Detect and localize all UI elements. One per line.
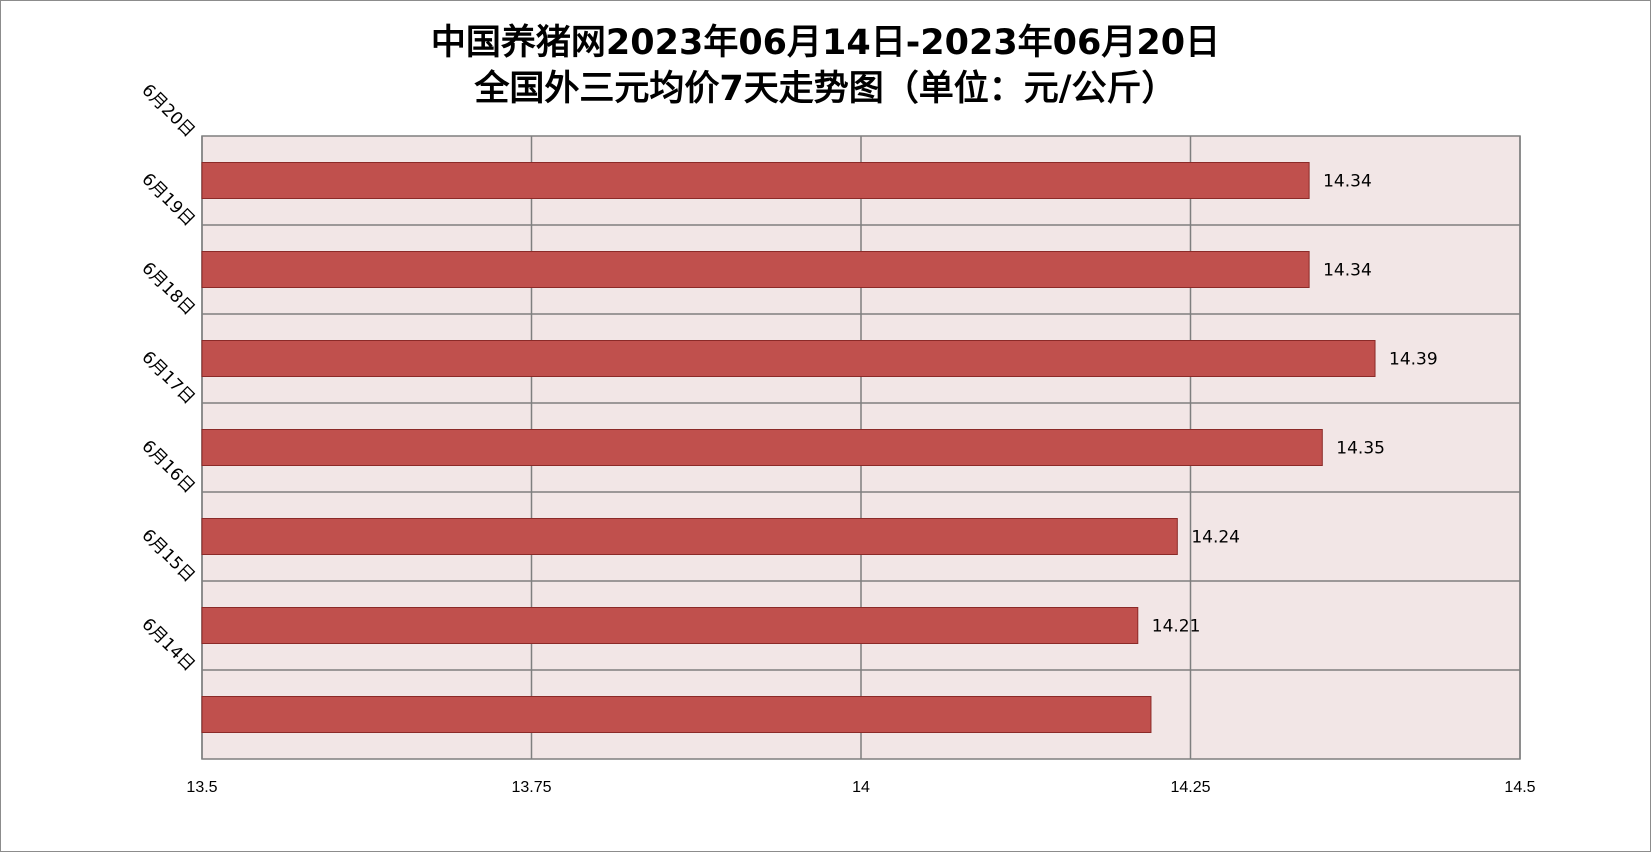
data-label: 14.39 — [1389, 350, 1438, 370]
category-label: 6月18日 — [137, 258, 198, 319]
data-label: 14.34 — [1323, 261, 1372, 281]
chart-title-line1: 中国养猪网2023年06月14日-2023年06月20日 — [430, 23, 1221, 63]
bar — [201, 518, 1178, 555]
bar — [201, 162, 1310, 199]
category-label: 6月14日 — [137, 614, 198, 675]
bar — [201, 696, 1152, 733]
category-label: 6月16日 — [137, 436, 198, 497]
bar — [201, 429, 1323, 466]
chart-title-line2: 全国外三元均价7天走势图（单位：元/公斤） — [474, 69, 1177, 109]
x-tick-label: 13.5 — [186, 779, 217, 796]
x-tick-label: 13.75 — [511, 779, 551, 796]
data-label: 14.24 — [1191, 528, 1240, 548]
category-label: 6月19日 — [137, 169, 198, 230]
x-tick-label: 14 — [852, 779, 870, 796]
data-label: 14.34 — [1323, 172, 1372, 192]
bar — [201, 251, 1310, 288]
y-axis-categories: 6月20日 6月19日 6月18日 6月17日 6月16日 6月15日 6月14日 — [137, 80, 198, 675]
bars — [201, 162, 1376, 733]
data-label: 14.35 — [1336, 439, 1385, 459]
category-label: 6月20日 — [137, 80, 198, 141]
grid-lines — [201, 136, 1521, 759]
x-tick-label: 14.25 — [1170, 779, 1210, 796]
category-label: 6月15日 — [137, 525, 198, 586]
category-label: 6月17日 — [137, 347, 198, 408]
x-tick-label: 14.5 — [1504, 779, 1535, 796]
data-labels: 14.34 14.34 14.39 14.35 14.24 14.21 — [1152, 172, 1438, 637]
chart-title: 中国养猪网2023年06月14日-2023年06月20日 全国外三元均价7天走势… — [0, 20, 1651, 112]
bar — [201, 340, 1376, 377]
data-label: 14.21 — [1152, 617, 1201, 637]
bar — [201, 607, 1139, 644]
x-axis-ticks: 13.5 13.75 14 14.25 14.5 — [186, 779, 1535, 796]
